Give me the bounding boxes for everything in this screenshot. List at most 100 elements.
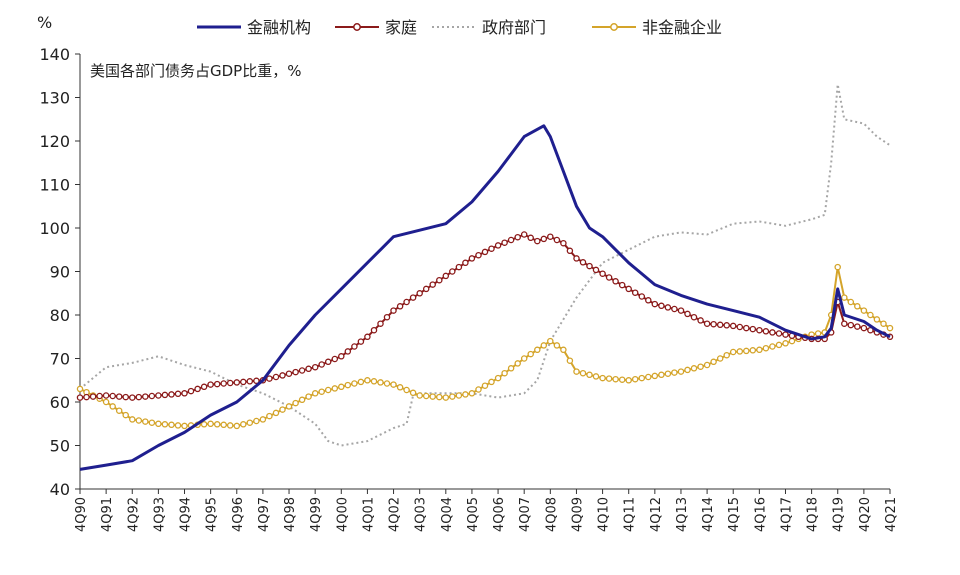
marker-household (240, 378, 247, 386)
x-axis: 4Q90 4Q91 4Q92 4Q93 4Q94 4Q95 4Q96 4Q97 4Q98 4Q99… (74, 488, 899, 532)
marker-household (76, 394, 84, 401)
marker-household (436, 276, 443, 284)
marker-nonfinancial (481, 382, 489, 389)
marker-household (396, 303, 404, 310)
marker-household (690, 313, 698, 321)
marker-nonfinancial (534, 346, 541, 354)
marker-household (684, 310, 691, 318)
marker-nonfinancial (168, 421, 175, 429)
marker-nonfinancial (409, 389, 417, 397)
marker-nonfinancial (377, 379, 384, 386)
marker-nonfinancial (462, 391, 469, 398)
legend-marker-nonfinancial (610, 23, 618, 31)
x-tick-label: 4Q04 (440, 497, 455, 532)
marker-household (109, 392, 116, 400)
chart-annotation: 美国各部门债务占GDP比重，% (90, 62, 301, 80)
marker-household (174, 390, 182, 398)
marker-household (220, 380, 227, 387)
marker-nonfinancial (854, 303, 861, 310)
marker-nonfinancial (664, 370, 672, 377)
marker-household (324, 358, 332, 366)
marker-household (625, 285, 632, 293)
marker-household (782, 331, 789, 338)
series-government (79, 83, 891, 447)
marker-household (756, 326, 763, 334)
marker-household (292, 368, 299, 376)
marker-household (390, 307, 397, 314)
marker-household (266, 375, 273, 382)
x-tick-label: 4Q96 (231, 497, 246, 532)
legend-marker-household (353, 23, 361, 31)
marker-nonfinancial (834, 263, 841, 271)
x-tick-label: 4Q93 (152, 497, 167, 532)
marker-household (200, 383, 208, 391)
marker-nonfinancial (279, 406, 286, 413)
marker-household (743, 324, 750, 332)
marker-nonfinancial (200, 421, 208, 428)
marker-household (605, 274, 613, 281)
marker-nonfinancial (357, 378, 365, 386)
marker-nonfinancial (102, 398, 110, 406)
marker-nonfinancial (338, 383, 345, 391)
marker-nonfinancial (220, 421, 227, 429)
marker-nonfinancial (449, 393, 456, 400)
marker-nonfinancial (213, 421, 221, 428)
marker-household (638, 293, 646, 300)
y-tick-label: 130 (39, 89, 70, 108)
marker-nonfinancial (723, 351, 730, 359)
x-tick-label: 4Q90 (74, 497, 89, 532)
marker-nonfinancial (520, 355, 528, 362)
marker-nonfinancial (324, 386, 332, 394)
marker-household (357, 338, 365, 345)
series-nonfinancial (76, 263, 894, 430)
x-tick-label: 4Q19 (832, 497, 847, 532)
marker-nonfinancial (161, 421, 169, 428)
marker-nonfinancial (573, 368, 580, 375)
marker-household (142, 393, 149, 400)
marker-household (403, 298, 410, 306)
marker-household (409, 294, 417, 301)
marker-nonfinancial (553, 342, 561, 349)
marker-household (736, 323, 744, 331)
y-tick-label: 50 (50, 437, 70, 456)
marker-household (311, 363, 319, 371)
legend-item-government: 政府部门 (432, 18, 546, 37)
marker-household (586, 262, 593, 270)
marker-household (697, 317, 704, 324)
marker-nonfinancial (729, 348, 737, 356)
marker-household (344, 348, 352, 355)
marker-household (860, 324, 868, 332)
marker-nonfinancial (422, 392, 430, 400)
marker-household (540, 235, 548, 243)
marker-household (155, 392, 162, 399)
marker-household (416, 290, 423, 297)
marker-household (272, 373, 280, 381)
marker-household (749, 325, 757, 333)
marker-household (723, 322, 730, 329)
marker-nonfinancial (788, 337, 796, 345)
marker-household (246, 378, 254, 385)
marker-household (462, 259, 469, 267)
marker-household (377, 320, 384, 327)
y-tick-label: 40 (50, 480, 70, 499)
marker-nonfinancial (76, 385, 84, 393)
marker-household (710, 320, 717, 328)
marker-household (468, 255, 476, 262)
marker-nonfinancial (677, 368, 685, 375)
marker-nonfinancial (756, 346, 763, 354)
x-tick-label: 4Q98 (283, 497, 298, 532)
marker-household (762, 328, 770, 335)
marker-household (370, 326, 378, 334)
marker-household (83, 393, 90, 401)
marker-nonfinancial (305, 393, 312, 400)
marker-household (729, 322, 737, 330)
marker-household (181, 390, 188, 397)
x-tick-label: 4Q17 (779, 497, 794, 532)
x-tick-label: 4Q91 (100, 497, 115, 532)
x-tick-label: 4Q18 (806, 497, 821, 532)
marker-household (599, 270, 606, 277)
marker-household (618, 281, 626, 289)
marker-household (612, 278, 619, 285)
marker-household (579, 259, 587, 266)
marker-nonfinancial (233, 422, 241, 430)
